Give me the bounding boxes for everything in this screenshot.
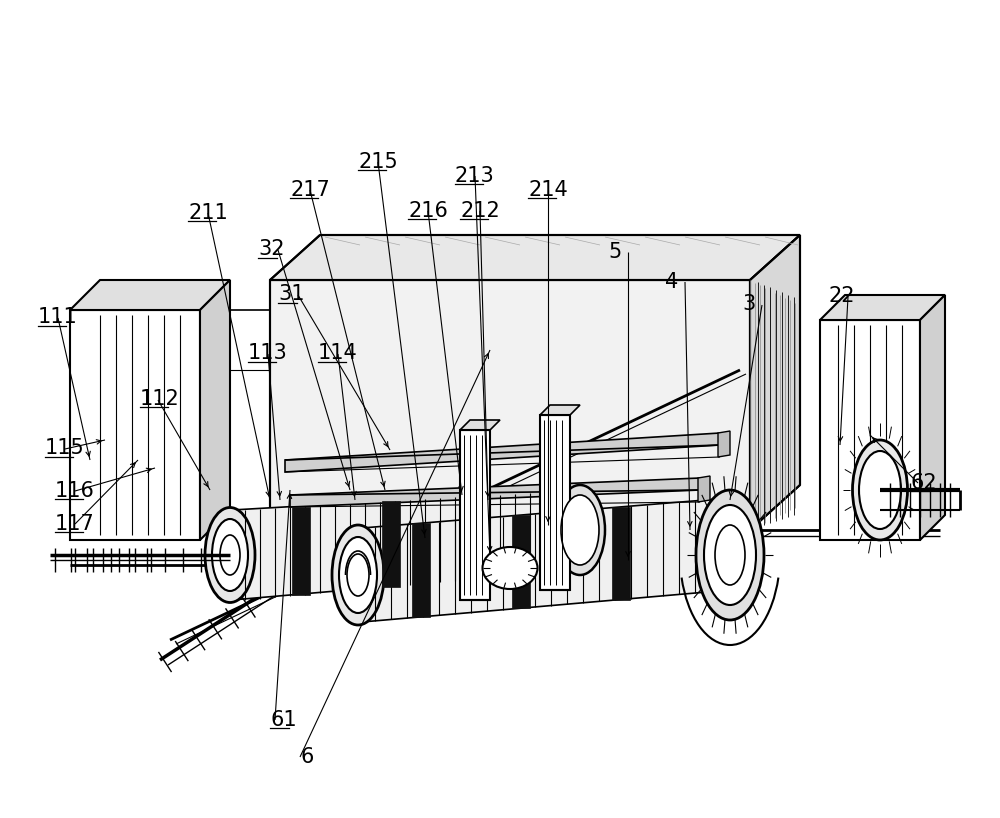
Bar [292, 506, 310, 595]
Polygon shape [362, 498, 730, 622]
Bar [612, 507, 630, 600]
Ellipse shape [332, 525, 384, 625]
Ellipse shape [347, 554, 369, 596]
Polygon shape [285, 433, 720, 472]
Polygon shape [750, 235, 800, 530]
Polygon shape [540, 405, 580, 415]
Text: 3: 3 [742, 294, 755, 314]
Polygon shape [460, 420, 500, 430]
Ellipse shape [339, 537, 377, 613]
Ellipse shape [205, 507, 255, 603]
Ellipse shape [852, 440, 908, 540]
Text: 111: 111 [38, 308, 78, 327]
Text: 114: 114 [318, 344, 358, 363]
Text: 32: 32 [258, 240, 285, 259]
Text: 117: 117 [55, 514, 95, 533]
Bar [412, 524, 430, 617]
Text: 215: 215 [358, 152, 398, 172]
Text: 5: 5 [608, 242, 621, 262]
Text: 31: 31 [278, 285, 304, 304]
Polygon shape [200, 280, 230, 540]
Polygon shape [718, 431, 730, 457]
Polygon shape [70, 280, 230, 310]
Polygon shape [460, 430, 490, 600]
Ellipse shape [212, 519, 248, 591]
Ellipse shape [555, 485, 605, 575]
Bar [382, 501, 400, 587]
Polygon shape [70, 310, 200, 540]
Ellipse shape [859, 451, 901, 529]
Ellipse shape [220, 535, 240, 575]
Text: 62: 62 [910, 473, 937, 492]
Polygon shape [270, 235, 800, 280]
Text: 213: 213 [455, 166, 495, 186]
Text: 217: 217 [290, 180, 330, 200]
Ellipse shape [561, 495, 599, 565]
Polygon shape [290, 478, 700, 507]
Bar [512, 515, 530, 609]
Ellipse shape [482, 547, 538, 589]
Bar [472, 496, 490, 579]
Ellipse shape [715, 525, 745, 585]
Polygon shape [698, 476, 710, 502]
Text: 61: 61 [270, 710, 297, 730]
Text: 214: 214 [528, 180, 568, 200]
Polygon shape [820, 320, 920, 540]
Text: 216: 216 [408, 201, 448, 221]
Text: 6: 6 [300, 747, 313, 766]
Polygon shape [540, 415, 570, 590]
Ellipse shape [704, 505, 756, 605]
Text: 113: 113 [248, 344, 288, 363]
Polygon shape [820, 295, 945, 320]
Ellipse shape [696, 490, 764, 620]
Text: 211: 211 [188, 203, 228, 222]
Polygon shape [920, 295, 945, 540]
Text: 112: 112 [140, 389, 180, 409]
Text: 116: 116 [55, 481, 95, 501]
Text: 212: 212 [460, 201, 500, 221]
Polygon shape [232, 490, 580, 600]
Polygon shape [270, 280, 750, 530]
Text: 4: 4 [665, 272, 678, 292]
Text: 22: 22 [828, 286, 854, 306]
Text: 115: 115 [45, 438, 85, 458]
